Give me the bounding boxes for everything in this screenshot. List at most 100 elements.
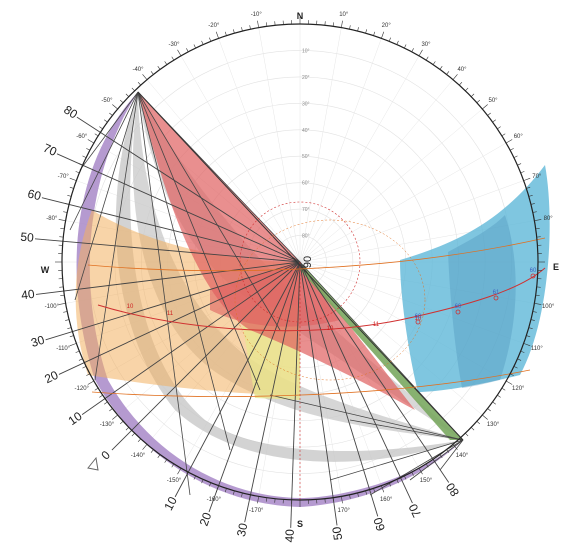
azimuth-label: -20° [208,23,220,29]
hour-label: 11 [373,322,380,328]
ring-tick [157,454,161,458]
azimuth-label: -40° [132,67,144,73]
ring-tick [459,81,463,86]
line-fans [34,91,464,528]
azimuth-label: 60° [514,134,524,140]
outer-dotted-ring [234,219,426,381]
shading-angle-line [244,261,301,523]
ring-tick [249,494,251,499]
ring-tick [470,427,475,431]
azimuth-label: -130° [100,422,115,428]
ring-tick [365,29,367,34]
ring-tick [497,126,501,130]
hour-label-east: 60 [415,314,422,320]
ring-tick [63,211,68,213]
ring-tick [186,48,189,52]
shading-angle-label: 70 [41,141,59,159]
ring-tick [131,87,135,92]
azimuth-label: -110° [56,346,71,352]
ring-tick [119,421,124,425]
ring-tick [501,387,506,391]
ring-tick [476,99,481,103]
hour-label-east: 61 [493,290,500,296]
apex-west-line [74,91,139,301]
shading-angle-label: 10 [161,494,180,513]
ring-tick [193,44,196,49]
hour-marker [415,319,421,325]
ring-tick [476,421,481,425]
ring-tick [201,479,204,484]
shading-angle-line [58,261,301,375]
azimuth-label: 20° [382,23,392,29]
sun-path-orange-upper [87,237,546,272]
ring-tick [396,40,399,45]
south-label: S [297,519,303,529]
ring-tick [86,373,90,376]
ring-tick [534,303,542,305]
shading-angle-line [299,261,379,517]
azimuth-label: 100° [542,304,555,310]
ring-tick [125,427,130,431]
ring-tick [505,139,513,144]
ring-tick [528,195,533,197]
azimuth-spoke [299,27,342,263]
blue-region [400,165,550,392]
altitude-label: 50° [302,154,310,160]
ring-tick [67,327,72,329]
azimuth-label: -150° [167,478,182,484]
ring-tick [470,93,475,97]
azimuth-label: -170° [249,508,264,514]
azimuth-label: -100° [45,304,60,310]
ring-tick [224,31,227,36]
ring-tick [87,139,95,144]
shading-angle-line [41,197,301,263]
arrow-marker-icon [87,456,99,471]
apex-east-line [439,439,464,471]
ring-tick [215,485,219,493]
hour-marker [493,295,499,301]
ring-tick [266,497,268,502]
azimuth-label: -30° [168,42,180,48]
ring-tick [532,311,537,313]
ring-tick [82,155,87,158]
ring-tick [530,319,535,321]
ring-tick [425,463,429,468]
azimuth-label: -60° [76,134,88,140]
hour-label: 10 [415,316,422,322]
azimuth-label: 120° [512,386,525,392]
ring-tick [266,22,268,27]
ring-tick [233,490,235,495]
ring-tick [209,37,212,42]
apex-east-line [349,419,464,441]
azimuth-label: 170° [338,508,351,514]
ring-tick [381,485,385,493]
shading-angle-line [81,261,301,415]
ring-tick [150,449,154,453]
azimuth-label: 160° [380,497,393,503]
ring-tick [510,373,514,376]
ring-tick [171,463,175,468]
ring-tick [65,319,70,321]
ring-tick [517,163,522,166]
ring-tick [411,48,414,52]
ring-tick [82,366,87,369]
ring-tick [530,203,535,205]
shading-angle-label: 40 [20,287,35,303]
ring-tick [69,186,74,189]
shading-angle-label: 20 [197,510,215,528]
ring-tick [63,311,68,313]
azimuth-label: 40° [457,67,467,73]
ring-tick [357,492,359,497]
ring-tick [487,408,491,412]
ring-tick [534,219,542,221]
main-diagonal-line [137,91,464,441]
ring-tick [164,459,168,463]
altitude-label: 40° [302,128,310,134]
apex-east-line [269,394,464,441]
ring-tick [233,29,235,34]
ring-tick [164,61,168,65]
ring-tick [381,31,385,39]
west-label: W [41,265,50,275]
ring-tick [119,99,124,103]
